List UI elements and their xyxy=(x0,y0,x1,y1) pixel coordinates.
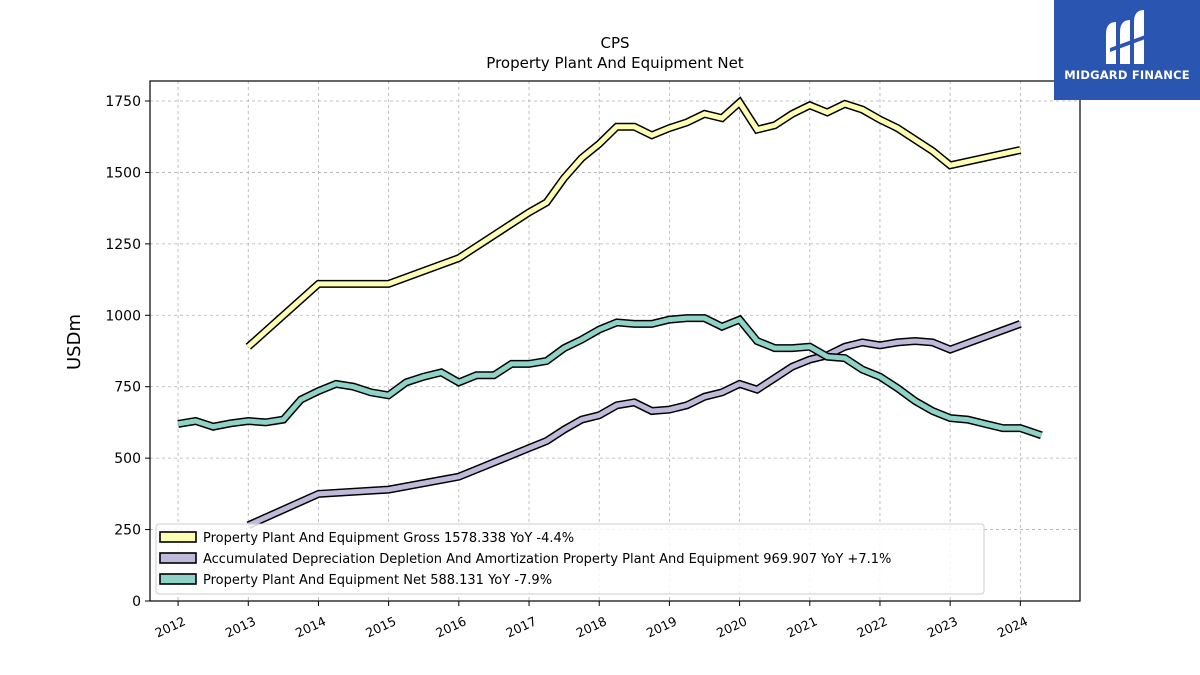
x-tick-label: 2015 xyxy=(363,613,398,640)
x-tick-label: 2019 xyxy=(644,613,679,640)
x-tick-label: 2017 xyxy=(504,613,539,640)
x-tick-label: 2021 xyxy=(784,613,819,640)
series-line-2 xyxy=(177,315,1043,438)
series-line-1 xyxy=(247,321,1022,528)
y-tick-label: 500 xyxy=(114,451,141,467)
legend: Property Plant And Equipment Gross 1578.… xyxy=(155,523,985,595)
legend-box xyxy=(155,523,985,595)
x-tick-label: 2023 xyxy=(925,613,960,640)
legend-label: Property Plant And Equipment Gross 1578.… xyxy=(203,531,574,546)
x-tick-label: 2024 xyxy=(995,613,1030,640)
series-line-outline-1 xyxy=(246,320,1022,529)
x-tick-label: 2018 xyxy=(574,613,609,640)
chart-title: CPS xyxy=(600,34,629,52)
y-tick-label: 1000 xyxy=(105,308,141,324)
brand-name: MIDGARD FINANCE xyxy=(1064,68,1190,82)
series-line-0 xyxy=(246,98,1021,349)
x-tick-label: 2022 xyxy=(854,613,889,640)
legend-swatch xyxy=(159,552,197,564)
brand-logo: MIDGARD FINANCE xyxy=(1054,0,1200,100)
legend-swatch xyxy=(159,573,197,585)
y-tick-label: 750 xyxy=(114,380,141,396)
x-tick-label: 2014 xyxy=(293,613,328,640)
x-tick-label: 2016 xyxy=(433,613,468,640)
plot-frame xyxy=(149,80,1081,602)
x-tick-label: 2013 xyxy=(223,613,258,640)
y-tick-label: 250 xyxy=(114,523,141,539)
legend-label: Accumulated Depreciation Depletion And A… xyxy=(203,552,891,567)
series-lines xyxy=(177,96,1043,529)
x-tick-label: 2020 xyxy=(714,613,749,640)
series-line-outline-0 xyxy=(245,96,1022,350)
midgard-m-logo-icon xyxy=(1106,10,1148,64)
series-line-outline-2 xyxy=(177,314,1043,440)
y-tick-label: 1250 xyxy=(105,237,141,253)
x-tick-label: 2012 xyxy=(153,613,188,640)
y-tick-label: 1750 xyxy=(105,94,141,110)
y-tick-label: 0 xyxy=(132,594,141,610)
legend-swatch xyxy=(159,531,197,543)
legend-label: Property Plant And Equipment Net 588.131… xyxy=(203,573,552,588)
chart-subtitle: Property Plant And Equipment Net xyxy=(486,54,743,72)
y-tick-label: 1500 xyxy=(105,165,141,181)
y-axis-label: USDm xyxy=(64,314,85,370)
